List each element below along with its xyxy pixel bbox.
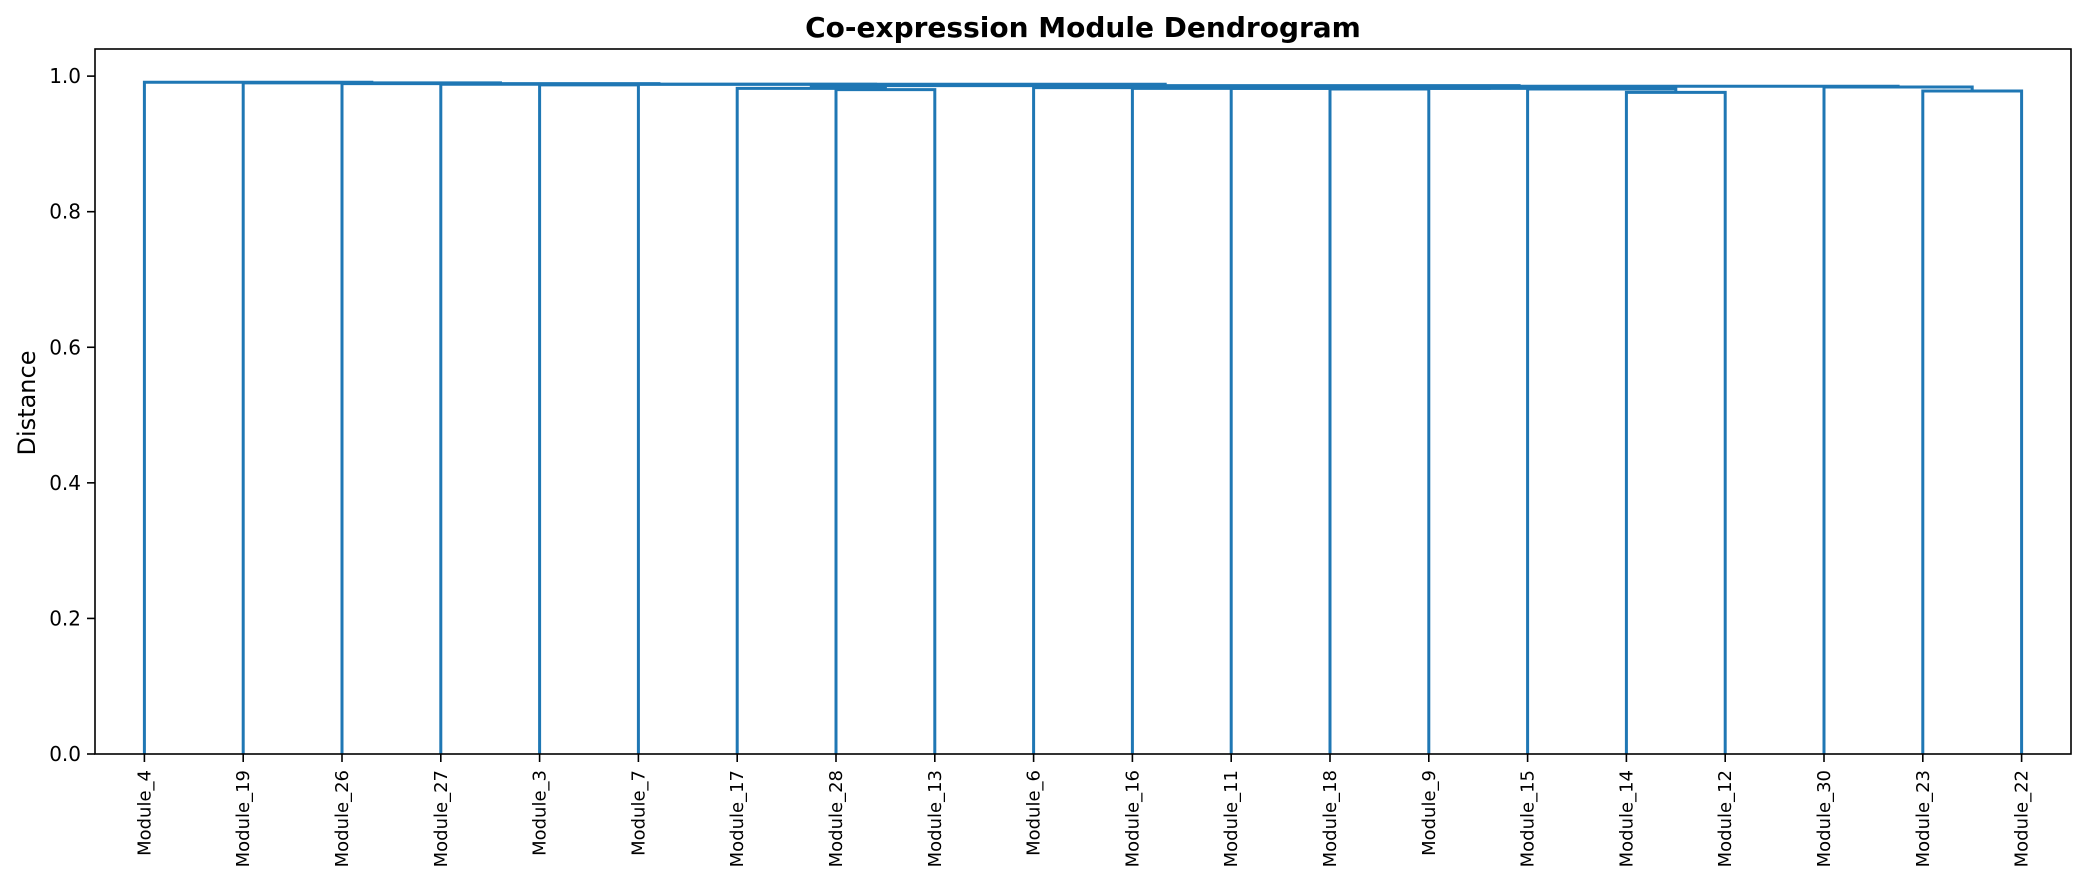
y-tick-label: 0.2 [49, 606, 81, 630]
y-tick-label: 0.0 [49, 742, 81, 766]
dendrogram-link [142, 80, 374, 754]
y-tick-label: 0.6 [49, 335, 81, 359]
leaf-label: Module_28 [826, 770, 847, 867]
dendrogram-link [1624, 90, 1727, 754]
dendrogram-link [809, 84, 1521, 89]
leaf-label: Module_19 [233, 770, 254, 867]
leaf-label: Module_4 [134, 770, 155, 856]
leaf-label: Module_12 [1715, 770, 1736, 867]
y-axis-label: Distance [13, 351, 41, 456]
leaf-label: Module_9 [1419, 770, 1440, 856]
dendrogram-link [834, 88, 937, 754]
plot-area-frame [94, 48, 2072, 755]
dendrogram-link [1130, 86, 1361, 754]
chart-title: Co-expression Module Dendrogram [805, 11, 1361, 44]
dendrogram-link [1526, 87, 1678, 754]
leaf-label: Module_15 [1518, 770, 1539, 867]
leaf-label: Module_30 [1814, 770, 1835, 867]
leaf-label: Module_7 [628, 770, 649, 856]
dendrogram-link [1822, 85, 1974, 754]
dendrogram-link [439, 82, 878, 754]
x-axis-ticks: Module_4 Module_19 Module_26 Module_27 Modul… [134, 754, 2033, 867]
dendrogram-links [142, 80, 2024, 754]
leaf-label: Module_16 [1122, 770, 1143, 867]
leaf-label: Module_22 [2012, 770, 2033, 867]
dendrogram-link [340, 82, 661, 754]
y-tick-label: 0.4 [49, 471, 81, 495]
leaf-label: Module_18 [1320, 770, 1341, 867]
y-tick-label: 0.8 [49, 200, 81, 224]
y-tick-label: 1.0 [49, 64, 81, 88]
leaf-label: Module_11 [1221, 770, 1242, 867]
leaf-label: Module_23 [1913, 770, 1934, 867]
dendrogram-link [1229, 86, 1491, 754]
leaf-label: Module_26 [332, 770, 353, 867]
dendrogram-link [1921, 89, 2024, 754]
leaf-label: Module_17 [727, 770, 748, 867]
leaf-label: Module_3 [530, 770, 551, 856]
dendrogram-link [538, 83, 640, 754]
leaf-label: Module_13 [925, 770, 946, 867]
leaf-label: Module_14 [1616, 770, 1637, 867]
leaf-label: Module_27 [431, 770, 452, 867]
dendrogram-link [241, 81, 502, 754]
dendrogram-link [735, 86, 887, 754]
y-axis-ticks: 0.0 0.2 0.4 0.6 0.8 1.0 [49, 64, 95, 766]
dendrogram-link [1032, 86, 1249, 754]
dendrogram-link [1328, 87, 1431, 754]
leaf-label: Module_6 [1024, 770, 1045, 856]
